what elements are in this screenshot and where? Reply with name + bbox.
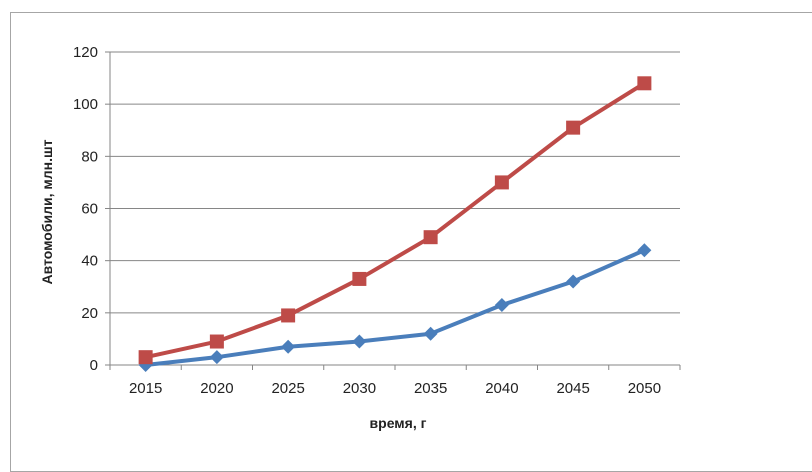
- x-tick-label: 2015: [129, 380, 162, 397]
- series-1-point: [637, 243, 652, 258]
- chart-frame: [10, 12, 812, 472]
- y-tick-label: 100: [73, 96, 98, 113]
- series-1-point: [281, 339, 296, 354]
- series-2-point: [423, 230, 438, 245]
- x-tick-label: 2020: [200, 380, 233, 397]
- y-tick-label: 80: [81, 148, 98, 165]
- series-2-point: [637, 76, 652, 91]
- series-2-point: [494, 175, 509, 190]
- series-layer: [138, 76, 652, 372]
- series-2-point: [209, 334, 224, 349]
- grid-layer: [110, 51, 680, 314]
- axis-layer: [105, 51, 681, 370]
- series-2-point: [138, 350, 153, 365]
- x-tick-label: 2045: [556, 380, 589, 397]
- series-1-line: [143, 248, 647, 367]
- y-tick-label: 120: [73, 44, 98, 61]
- series-2-point: [352, 271, 367, 286]
- x-tick-label: 2040: [485, 380, 518, 397]
- series-2-point: [566, 120, 581, 135]
- x-tick-label: 2025: [271, 380, 304, 397]
- y-tick-label: 20: [81, 305, 98, 322]
- series-2-line: [143, 81, 647, 360]
- series-1-point: [423, 326, 438, 341]
- x-axis-title: время, г: [370, 415, 427, 431]
- series-1-point: [494, 298, 509, 313]
- series-1-point: [352, 334, 367, 349]
- y-tick-label: 40: [81, 253, 98, 270]
- series-1-point: [209, 350, 224, 365]
- y-tick-label: 0: [90, 357, 98, 374]
- x-tick-label: 2035: [414, 380, 447, 397]
- series-2-point: [281, 308, 296, 323]
- y-axis-title: Автомобили, млн.шт: [39, 139, 55, 284]
- x-tick-label: 2030: [343, 380, 376, 397]
- y-tick-label: 60: [81, 201, 98, 218]
- series-1-point: [566, 274, 581, 289]
- x-tick-label: 2050: [628, 380, 661, 397]
